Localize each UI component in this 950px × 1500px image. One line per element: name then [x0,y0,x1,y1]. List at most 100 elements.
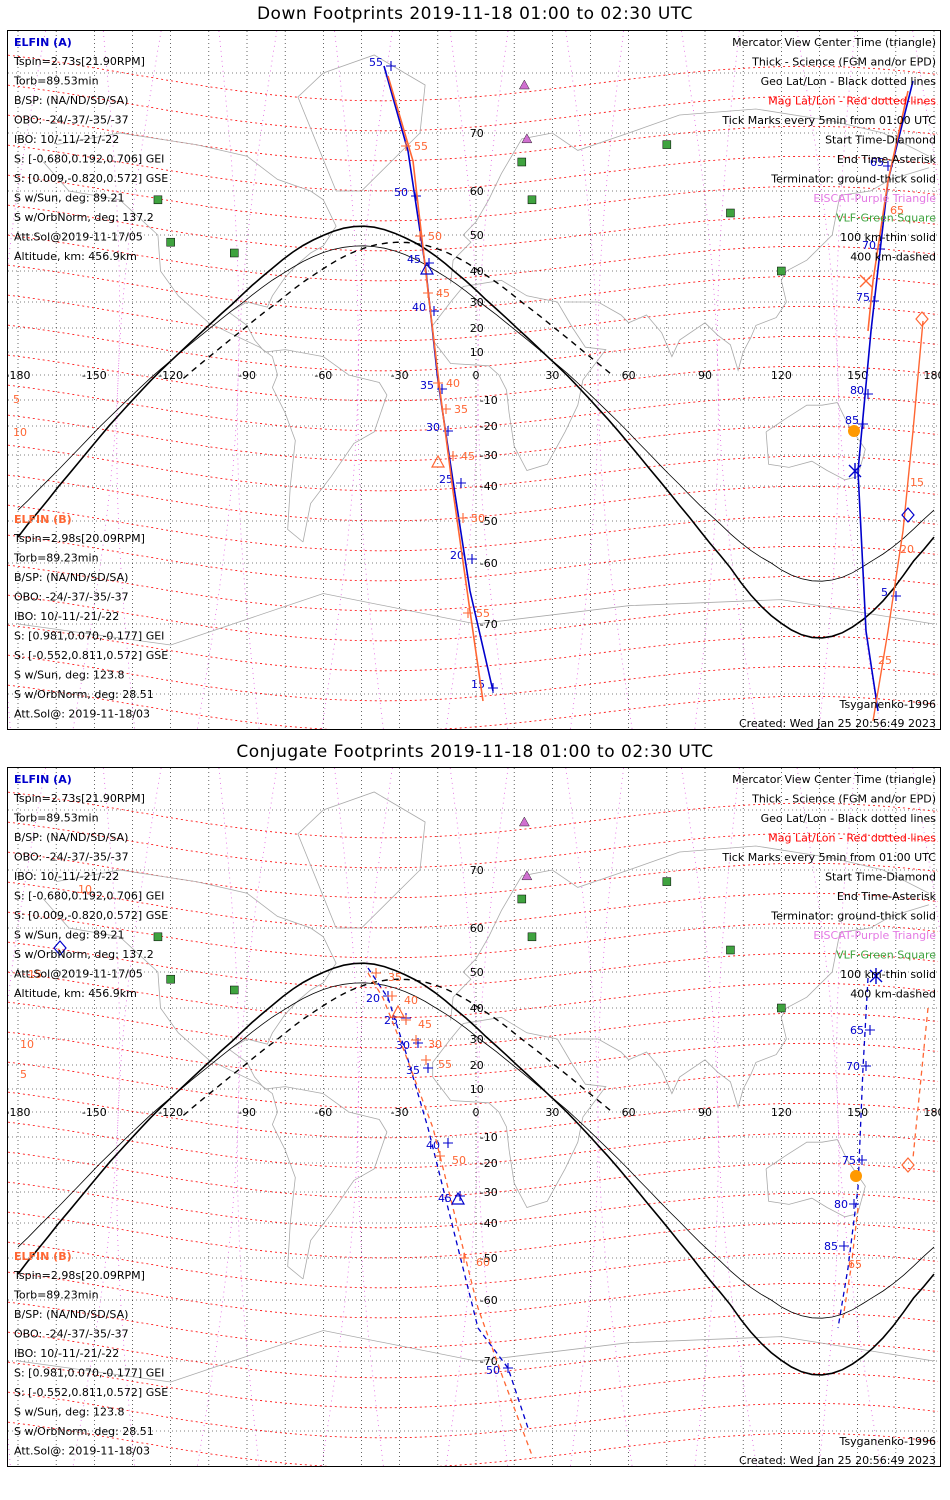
mag-parallel [8,174,939,222]
elfin-b-track-west [367,972,534,1459]
mag-parallel [8,264,939,312]
track-tick-label: 50 [394,186,408,199]
elfin-a-info-line: Torb=89.53min [13,75,99,88]
mag-parallel [8,354,939,402]
track-tick [411,1035,421,1045]
vlf-square [166,237,175,247]
lat-tick-label: 50 [470,229,484,242]
end-asterisk [869,968,883,984]
lat-tick-label: 40 [470,1002,484,1015]
track-tick [488,683,498,693]
mag-parallel [8,1061,939,1109]
lon-tick-label: 90 [698,369,712,382]
track-tick-label: 10 [13,426,27,439]
legend-entry: Geo Lat/Lon - Black dotted lines [761,812,937,825]
center-triangle [450,1191,466,1205]
elfin-b-track-east [912,1007,929,1159]
coastline [432,1016,607,1208]
track-tick [456,478,466,488]
lon-tick-label: 60 [622,1106,636,1119]
mag-parallel [8,1271,939,1319]
track-tick-label: 15 [910,476,924,489]
mag-parallel [8,1151,939,1199]
vlf-square [153,932,163,942]
track-tick-label: 20 [450,549,464,562]
legend-entry: VLF-Green Square [836,212,936,225]
coastline [565,167,930,372]
lon-tick-label: -90 [238,1106,256,1119]
mag-parallel [8,971,939,1019]
eiscat-triangle [521,870,533,880]
elfin-b-info-line: S w/OrbNorm, deg: 28.51 [14,1425,154,1438]
legend-entry: 400 km-dashed [850,988,936,1001]
lon-tick-label: 150 [847,369,868,382]
lat-tick-label: -30 [480,1186,498,1199]
track-tick-label: 65 [890,204,904,217]
track-tick [401,1015,411,1025]
mag-parallel [8,1031,939,1079]
track-tick-label: 50 [428,230,442,243]
mag-parallel [8,534,939,582]
coastline [56,869,388,1280]
lat-tick-label: -20 [480,1157,498,1170]
lat-tick-label: 70 [470,864,484,877]
elfin-a-info-line: Altitude, km: 456.9km [14,250,137,263]
mag-parallel [8,1361,939,1409]
legend-entry: Start Time-Diamond [825,871,936,884]
track-tick-label: 15 [28,968,42,981]
track-tick-label: 65 [850,1024,864,1037]
track-tick-label: 70 [862,239,876,252]
mag-meridian [565,31,599,729]
track-tick [839,1241,849,1251]
elfin-b-info-line: S: [0.981,0.070,-0.177] GEI [14,630,164,643]
coastline [565,904,930,1109]
coastline [297,54,426,192]
track-tick-label: 30 [396,1039,410,1052]
elfin-a-info-line: Att.Sol@2019-11-17/05 [14,968,143,981]
mag-meridian [565,768,599,1466]
center-triangle [390,1004,406,1018]
mag-parallel [8,444,939,492]
mag-parallel [8,881,939,929]
track-tick-label: 35 [454,403,468,416]
lon-tick-label: -150 [82,1106,107,1119]
legend-entry: EISCAT-Purple Triangle [813,192,936,205]
elfin-b-label: ELFIN (B) [14,1250,72,1263]
track-tick [387,991,397,1001]
coastline [450,845,930,1021]
track-tick-label: 20 [900,543,914,556]
lon-tick-label: -180 [8,369,30,382]
track-tick-label: 60 [476,1256,490,1269]
track-tick-label: 45 [461,450,475,463]
legend-entry: 100 km-thin solid [840,968,936,981]
track-tick-label: 85 [824,1240,838,1253]
eiscat-triangle [521,133,533,143]
start-diamond [901,507,915,523]
lon-tick-label: 180 [924,369,942,382]
elfin-b-track-east-2 [872,320,924,722]
track-tick [858,419,868,429]
elfin-b-info-line: IBO: 10/-11/-21/-22 [14,1347,119,1360]
track-tick [423,288,433,298]
legend-entry: Mercator View Center Time (triangle) [732,36,936,49]
track-tick-label: 10 [78,883,92,896]
lat-tick-label: 30 [470,296,484,309]
created-label: Created: Wed Jan 25 20:56:49 2023 [739,717,936,730]
legend-entry: Tick Marks every 5min from 01:00 UTC [721,114,936,127]
legend-entry: Start Time-Diamond [825,134,936,147]
mag-meridian [357,768,393,1466]
track-tick-label: 70 [846,1060,860,1073]
mag-parallel [8,564,939,612]
track-tick-label: 25 [384,1014,398,1027]
vlf-square [527,195,537,205]
elfin-b-track-west [387,75,484,702]
coastline [765,1139,866,1218]
lon-tick-label: 120 [771,369,792,382]
coastline [450,108,930,284]
track-tick [423,1063,433,1073]
track-tick-label: 15 [471,678,485,691]
lat-tick-label: -50 [480,515,498,528]
track-tick-label: 55 [438,1058,452,1071]
vlf-square [153,195,163,205]
lat-tick-label: -10 [480,394,498,407]
